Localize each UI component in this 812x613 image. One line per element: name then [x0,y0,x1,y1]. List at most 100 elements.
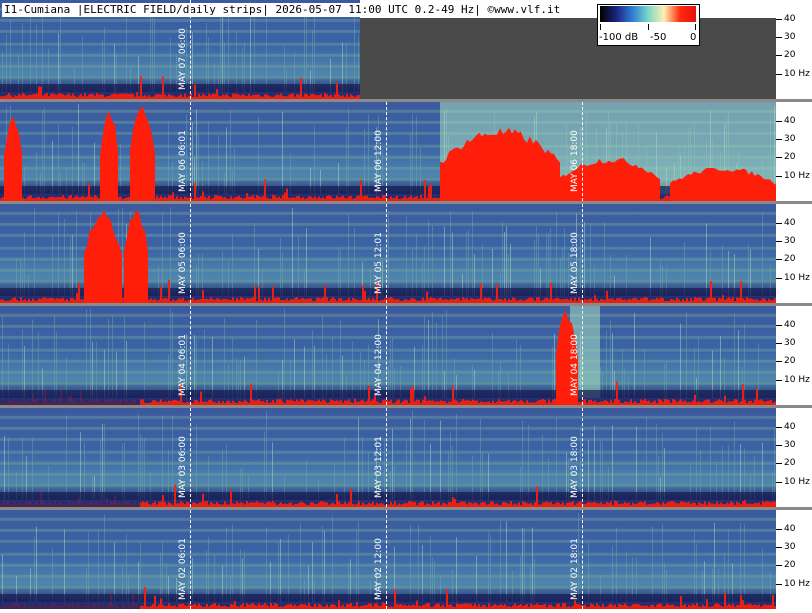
floor-noise [212,299,214,303]
floor-noise [0,504,2,507]
floor-noise [580,401,582,405]
floor-noise [660,297,662,303]
floor-noise [742,600,744,609]
floor-noise [610,298,612,303]
noise-streak [706,223,707,296]
floor-noise [306,504,308,507]
noise-streak [358,521,359,602]
floor-noise [256,400,258,405]
floor-noise [636,298,638,303]
noise-streak [506,521,507,602]
floor-noise [50,402,52,405]
noise-streak [510,243,511,296]
floor-noise [198,402,200,405]
floor-noise [722,295,724,303]
floor-noise [158,94,160,99]
floor-noise [124,501,126,507]
floor-noise [116,400,118,405]
floor-noise [560,606,562,609]
floor-noise [138,95,140,99]
floor-noise [258,603,260,609]
floor-noise [394,589,396,609]
floor-noise [102,503,104,507]
floor-noise [554,606,556,609]
floor-noise [172,605,174,609]
floor-noise [506,300,508,303]
floor-noise [382,602,384,609]
floor-noise [760,504,762,507]
noise-streak [772,471,773,500]
floor-noise [304,402,306,405]
noise-streak [96,341,97,398]
floor-noise [498,299,500,303]
floor-noise [288,400,290,405]
floor-noise [646,504,648,507]
noise-streak [664,447,665,500]
floor-noise [232,400,234,405]
frequency-tick-label: 40 [784,13,796,24]
floor-noise [734,606,736,609]
floor-noise [178,95,180,99]
floor-noise [754,604,756,609]
floor-noise [308,96,310,99]
noise-streak [52,548,53,602]
floor-noise [38,402,40,405]
floor-noise [28,400,30,405]
floor-noise [686,297,688,303]
noise-streak [314,9,315,92]
resonance-band [0,335,776,339]
floor-noise [208,504,210,507]
floor-noise [750,400,752,405]
noise-streak [330,58,331,92]
noise-streak [362,436,363,500]
floor-noise [342,300,344,303]
floor-noise [240,502,242,507]
floor-noise [660,399,662,405]
floor-noise [490,298,492,303]
floor-noise [214,402,216,405]
floor-noise [228,504,230,507]
noise-streak [312,542,313,602]
noise-streak [314,126,315,194]
floor-noise [28,501,30,507]
floor-noise [414,605,416,609]
floor-noise [320,198,322,201]
noise-streak [612,545,613,602]
floor-noise [460,603,462,609]
floor-noise [686,402,688,405]
floor-noise [204,501,206,507]
floor-noise [426,503,428,507]
floor-noise [270,198,272,201]
frequency-tick [776,379,782,381]
floor-noise [248,93,250,99]
floor-noise [440,400,442,405]
floor-noise [252,297,254,303]
floor-noise [54,197,56,201]
floor-noise [238,195,240,201]
floor-noise [642,502,644,507]
floor-noise [434,401,436,405]
floor-noise [74,504,76,507]
floor-noise [44,94,46,99]
floor-noise [608,502,610,507]
floor-noise [198,299,200,303]
floor-noise [202,191,204,201]
floor-noise [588,501,590,507]
floor-noise [702,604,704,609]
floor-noise [256,605,258,609]
noise-streak [452,445,453,500]
resonance-band [0,233,776,237]
resonance-band [0,483,776,487]
floor-noise [298,503,300,507]
frequency-tick-label: 10 Hz [784,68,810,79]
noise-streak [346,126,347,194]
noise-streak [440,575,441,602]
floor-noise [328,402,330,405]
floor-noise [258,196,260,201]
floor-noise [202,493,204,507]
resonance-band [0,359,776,363]
floor-noise [264,94,266,99]
floor-noise [654,503,656,507]
floor-noise [34,197,36,201]
floor-noise [718,298,720,303]
